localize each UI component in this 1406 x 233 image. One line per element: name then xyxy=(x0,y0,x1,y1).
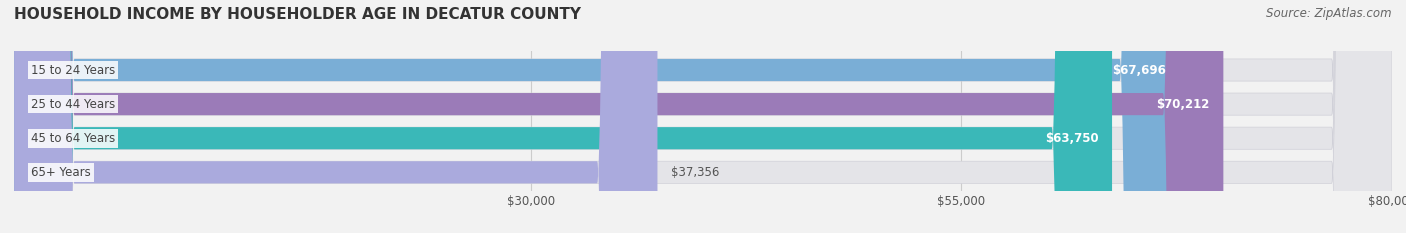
Text: 65+ Years: 65+ Years xyxy=(31,166,91,179)
Text: HOUSEHOLD INCOME BY HOUSEHOLDER AGE IN DECATUR COUNTY: HOUSEHOLD INCOME BY HOUSEHOLDER AGE IN D… xyxy=(14,7,581,22)
FancyBboxPatch shape xyxy=(14,0,1392,233)
Text: $70,212: $70,212 xyxy=(1156,98,1209,111)
Text: 45 to 64 Years: 45 to 64 Years xyxy=(31,132,115,145)
FancyBboxPatch shape xyxy=(14,0,658,233)
FancyBboxPatch shape xyxy=(14,0,1392,233)
Text: $37,356: $37,356 xyxy=(671,166,720,179)
Text: 25 to 44 Years: 25 to 44 Years xyxy=(31,98,115,111)
FancyBboxPatch shape xyxy=(14,0,1223,233)
FancyBboxPatch shape xyxy=(14,0,1392,233)
FancyBboxPatch shape xyxy=(14,0,1392,233)
Text: $63,750: $63,750 xyxy=(1045,132,1098,145)
Text: $67,696: $67,696 xyxy=(1112,64,1166,76)
Text: Source: ZipAtlas.com: Source: ZipAtlas.com xyxy=(1267,7,1392,20)
Text: 15 to 24 Years: 15 to 24 Years xyxy=(31,64,115,76)
FancyBboxPatch shape xyxy=(14,0,1180,233)
FancyBboxPatch shape xyxy=(14,0,1112,233)
